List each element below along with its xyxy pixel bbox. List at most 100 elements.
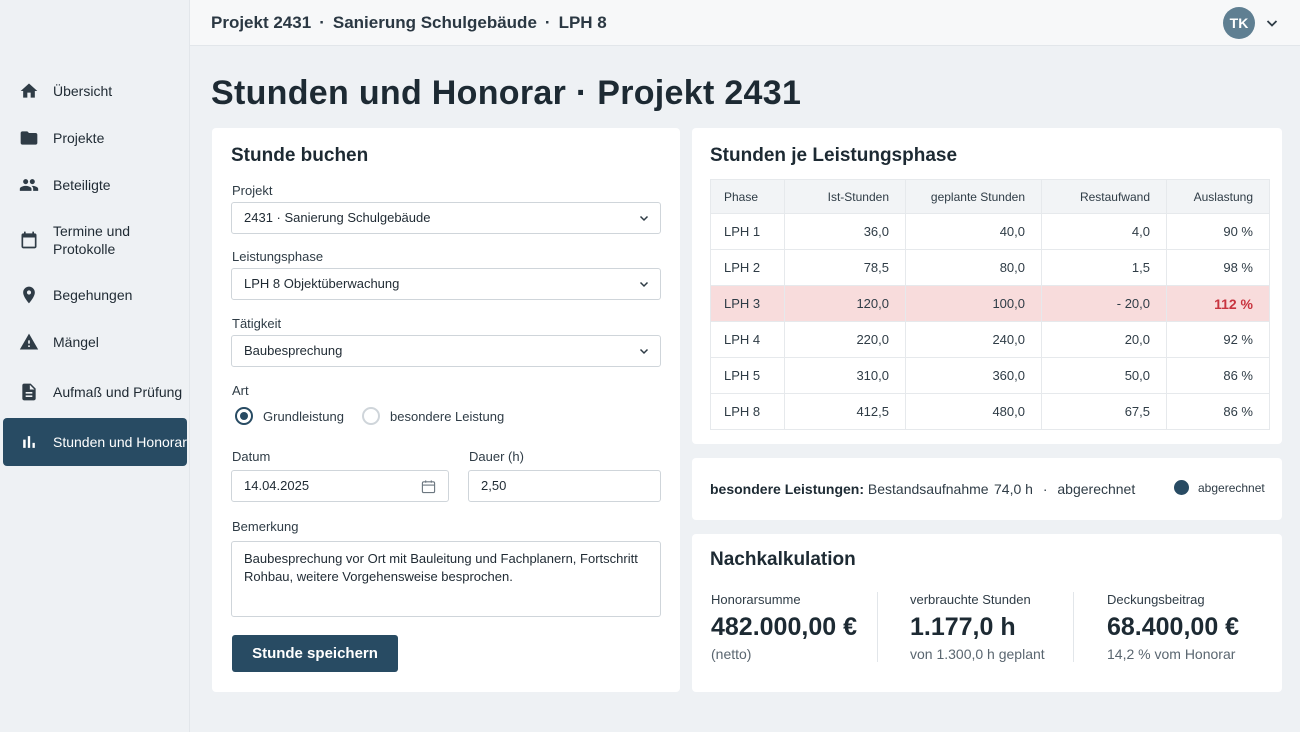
legend-swatch [1174, 480, 1189, 495]
sidebar-item-stunden[interactable]: Stunden und Honorar [3, 418, 187, 466]
cell-rest: 67,5 [1041, 393, 1167, 430]
projekt-select[interactable]: 2431 · Sanierung Schulgebäude [231, 202, 661, 234]
sidebar-item-maengel[interactable]: Mängel [3, 323, 187, 361]
bemerkung-textarea[interactable]: Baubesprechung vor Ort mit Bauleitung un… [231, 541, 661, 617]
sidebar-item-label: Termine und Protokolle [53, 223, 131, 257]
dauer-field[interactable]: 2,50 [468, 470, 661, 502]
sidebar-item-projekte[interactable]: Projekte [3, 119, 187, 157]
phase-select[interactable]: LPH 8 Objektüberwachung [231, 268, 661, 300]
document-icon [19, 382, 39, 402]
calendar-icon[interactable] [421, 479, 436, 494]
legend: abgerechnet [1174, 480, 1265, 495]
breadcrumb-project[interactable]: Projekt 2431 [211, 13, 312, 32]
column-header-rest[interactable]: Restaufwand [1041, 179, 1167, 214]
breadcrumb: Projekt 2431 · Sanierung Schulgebäude · LPH … [211, 13, 607, 32]
legend-label: abgerechnet [1198, 480, 1265, 495]
column-header-auslastung[interactable]: Auslastung [1166, 179, 1270, 214]
breadcrumb-building[interactable]: Sanierung Schulgebäude [332, 13, 537, 32]
chevron-down-icon [639, 348, 649, 355]
cell-ist: 36,0 [784, 213, 906, 250]
special-services-card: besondere Leistungen: Bestandsaufnahme 7… [692, 458, 1282, 520]
sidebar-item-label: Aufmaß und Prüfung [53, 384, 183, 400]
radio-dot-selected [235, 407, 253, 425]
datum-field[interactable]: 14.04.2025 [231, 470, 449, 502]
sidebar-item-label: Begehungen [53, 287, 133, 303]
cell-rest: 20,0 [1041, 321, 1167, 358]
taetigkeit-label: Tätigkeit [232, 316, 282, 331]
cell-geplant: 240,0 [905, 321, 1042, 358]
bar-chart-icon [19, 432, 39, 452]
kpi-label: verbrauchte Stunden [910, 592, 1031, 607]
special-status: abgerechnet [1057, 481, 1136, 497]
taetigkeit-select[interactable]: Baubesprechung [231, 335, 661, 367]
phase-label: Leistungsphase [232, 249, 324, 264]
sidebar-item-label: Übersicht [53, 83, 113, 99]
kpi-deckungsbeitrag: Deckungsbeitrag 68.400,00 € 14,2 % vom H… [1107, 592, 1239, 662]
table-row: LPH 5 310,0 360,0 50,0 86 % [710, 357, 1270, 394]
kpi-label: Honorarsumme [711, 592, 801, 607]
table-header-row: Phase Ist-Stunden geplante Stunden Resta… [710, 179, 1270, 214]
card-title: Stunden je Leistungsphase [710, 145, 958, 166]
people-icon [19, 175, 39, 195]
divider [877, 592, 878, 662]
column-header-geplant[interactable]: geplante Stunden [905, 179, 1042, 214]
cell-auslastung: 90 % [1166, 213, 1270, 250]
radio-dot [362, 407, 380, 425]
phase-hours-table: Phase Ist-Stunden geplante Stunden Resta… [710, 179, 1270, 430]
sidebar-item-uebersicht[interactable]: Übersicht [3, 72, 187, 110]
kpi-sub: von 1.300,0 h geplant [910, 646, 1045, 662]
cell-auslastung: 86 % [1166, 357, 1270, 394]
chevron-down-icon [639, 215, 649, 222]
art-label: Art [232, 383, 249, 398]
datum-value: 14.04.2025 [244, 478, 310, 493]
radio-grundleistung[interactable]: Grundleistung [235, 407, 344, 425]
sidebar-item-termine[interactable]: Termine und Protokolle [3, 214, 187, 266]
breadcrumb-phase: LPH 8 [558, 13, 607, 32]
chevron-down-icon [639, 281, 649, 288]
cell-auslastung: 98 % [1166, 249, 1270, 286]
kpi-honorarsumme: Honorarsumme 482.000,00 € (netto) [711, 592, 857, 662]
special-services-meta: 74,0 h · abgerechnet [994, 481, 1136, 497]
kpi-value: 482.000,00 € [711, 613, 857, 641]
cell-auslastung: 92 % [1166, 321, 1270, 358]
table-row: LPH 4 220,0 240,0 20,0 92 % [710, 321, 1270, 358]
cell-phase: LPH 8 [710, 393, 785, 430]
radio-besondere-leistung[interactable]: besondere Leistung [362, 407, 504, 425]
special-services-text: besondere Leistungen: Bestandsaufnahme [710, 481, 989, 497]
phase-hours-card: Stunden je Leistungsphase Phase Ist-Stun… [692, 128, 1282, 444]
warning-icon [19, 332, 39, 352]
sidebar-item-begehungen[interactable]: Begehungen [3, 276, 187, 314]
table-row: LPH 2 78,5 80,0 1,5 98 % [710, 249, 1270, 286]
kpi-verbrauchte-stunden: verbrauchte Stunden 1.177,0 h von 1.300,… [910, 592, 1045, 662]
cell-auslastung: 86 % [1166, 393, 1270, 430]
save-hour-button[interactable]: Stunde speichern [232, 635, 398, 672]
sidebar-item-aufmass[interactable]: Aufmaß und Prüfung [3, 373, 187, 411]
cell-rest: - 20,0 [1041, 285, 1167, 322]
column-header-ist[interactable]: Ist-Stunden [784, 179, 906, 214]
cell-phase: LPH 3 [710, 285, 785, 322]
sidebar-item-beteiligte[interactable]: Beteiligte [3, 166, 187, 204]
table-row-over-budget: LPH 3 120,0 100,0 - 20,0 112 % [710, 285, 1270, 322]
cell-rest: 1,5 [1041, 249, 1167, 286]
column-header-phase[interactable]: Phase [710, 179, 785, 214]
projekt-label: Projekt [232, 183, 273, 198]
avatar[interactable]: TK [1223, 7, 1255, 39]
sidebar-item-label: Beteiligte [53, 177, 111, 193]
cell-ist: 220,0 [784, 321, 906, 358]
location-pin-icon [19, 285, 39, 305]
divider [1073, 592, 1074, 662]
cell-ist: 120,0 [784, 285, 906, 322]
top-bar: Projekt 2431 · Sanierung Schulgebäude · LPH … [190, 0, 1300, 46]
special-hours: 74,0 h [994, 481, 1033, 497]
sidebar-item-label: Mängel [53, 334, 99, 350]
chevron-down-icon[interactable] [1264, 15, 1280, 31]
cell-geplant: 360,0 [905, 357, 1042, 394]
page-title: Stunden und Honorar · Projekt 2431 [211, 74, 802, 112]
bemerkung-label: Bemerkung [232, 519, 299, 534]
kpi-label: Deckungsbeitrag [1107, 592, 1205, 607]
book-hours-card: Stunde buchen Projekt 2431 · Sanierung S… [212, 128, 680, 692]
special-services-label: besondere Leistungen: [710, 481, 865, 497]
projekt-value: 2431 · Sanierung Schulgebäude [244, 210, 431, 225]
sidebar-item-label: Projekte [53, 130, 105, 146]
kpi-sub: 14,2 % vom Honorar [1107, 646, 1236, 662]
